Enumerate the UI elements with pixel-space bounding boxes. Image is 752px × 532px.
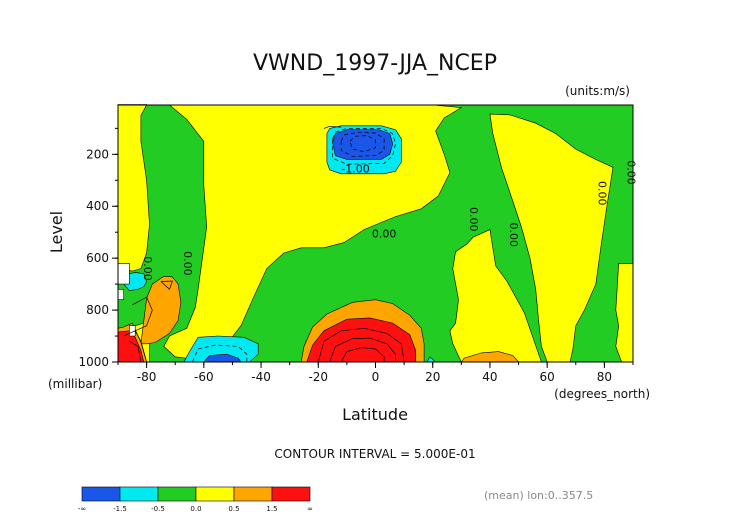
footer-note: (mean) lon:0..357.5 xyxy=(484,489,593,502)
region-blue xyxy=(332,129,394,160)
contour-label: 0.00 xyxy=(507,223,520,248)
region-cyan xyxy=(183,335,259,363)
y-tick-label: 600 xyxy=(86,251,109,265)
colorbar-swatch xyxy=(119,486,159,502)
contour-label: 0.00 xyxy=(181,251,194,276)
contour-label: 0.00 xyxy=(467,207,480,232)
x-tick-label: 40 xyxy=(482,370,497,384)
units-label: (units:m/s) xyxy=(565,84,630,98)
y-tick-label: 400 xyxy=(86,199,109,213)
colorbar: -∞ -1.5 -0.5 0.0 0.5 1.5 ∞ xyxy=(78,486,313,513)
x-axis: -80 -60 -40 -20 0 20 40 60 80 xyxy=(117,362,634,384)
colorbar-swatch xyxy=(195,486,235,502)
contour-labels: -1.00 0.00 0.00 0.00 0.00 0.00 0.00 0.00 xyxy=(141,160,638,281)
y-axis-units: (millibar) xyxy=(48,377,102,391)
region-missing xyxy=(129,325,136,337)
x-tick-label: -60 xyxy=(194,370,214,384)
colorbar-label: -0.5 xyxy=(151,505,165,513)
region-yellow xyxy=(489,113,614,363)
x-tick-label: -80 xyxy=(137,370,157,384)
x-axis-label: Latitude xyxy=(342,405,408,424)
contour-line-solid xyxy=(160,280,173,290)
contour-line-solid xyxy=(340,347,385,363)
x-tick-label: 60 xyxy=(540,370,555,384)
colorbar-label: 0.0 xyxy=(190,505,201,513)
x-tick-label: 0 xyxy=(372,370,380,384)
x-tick-label: -20 xyxy=(308,370,328,384)
colorbar-label: 0.5 xyxy=(228,505,239,513)
contour-line-dashed xyxy=(349,135,376,153)
filled-contour-regions xyxy=(117,104,634,363)
contour-line-solid xyxy=(329,337,396,363)
colorbar-label: ∞ xyxy=(307,505,313,513)
colorbar-label: -∞ xyxy=(78,505,86,513)
contour-label: 0.00 xyxy=(596,181,609,206)
y-axis-label: Level xyxy=(47,211,66,253)
colorbar-swatch xyxy=(271,486,311,502)
colorbar-label: -1.5 xyxy=(113,505,127,513)
contour-line-solid xyxy=(132,296,153,332)
region-missing xyxy=(117,263,130,285)
colorbar-swatch xyxy=(157,486,197,502)
contour-label: -1.00 xyxy=(341,162,369,175)
colorbar-swatch xyxy=(81,486,121,502)
region-missing xyxy=(117,288,124,301)
x-tick-label: -40 xyxy=(251,370,271,384)
contour-line-dashed xyxy=(332,128,396,165)
contour-label: 0.00 xyxy=(141,256,154,281)
colorbar-label: 1.5 xyxy=(266,505,277,513)
chart-title: VWND_1997-JJA_NCEP xyxy=(253,51,497,76)
contour-line-solid xyxy=(123,330,147,363)
colorbar-swatch xyxy=(233,486,273,502)
x-axis-units: (degrees_north) xyxy=(554,387,650,401)
contour-lines xyxy=(123,125,405,363)
contour-line-dashed xyxy=(192,344,248,363)
plot-area: -1.00 0.00 0.00 0.00 0.00 0.00 0.00 0.00 xyxy=(117,104,638,363)
contour-line-dashed xyxy=(340,131,385,157)
x-tick-label: 20 xyxy=(425,370,440,384)
contour-line-solid xyxy=(317,327,405,363)
contour-line-solid xyxy=(323,125,342,129)
contour-interval-note: CONTOUR INTERVAL = 5.000E-01 xyxy=(274,447,475,461)
region-orange xyxy=(140,275,182,345)
y-tick-label: 800 xyxy=(86,303,109,317)
contour-line-solid xyxy=(129,340,142,363)
region-yellow xyxy=(615,263,634,363)
y-tick-label: 200 xyxy=(86,147,109,161)
y-axis: 200 400 600 800 1000 xyxy=(78,127,118,369)
x-tick-label: 80 xyxy=(597,370,612,384)
y-tick-label: 1000 xyxy=(78,355,109,369)
contour-label: 0.00 xyxy=(372,227,397,240)
contour-label: 0.00 xyxy=(624,160,637,185)
